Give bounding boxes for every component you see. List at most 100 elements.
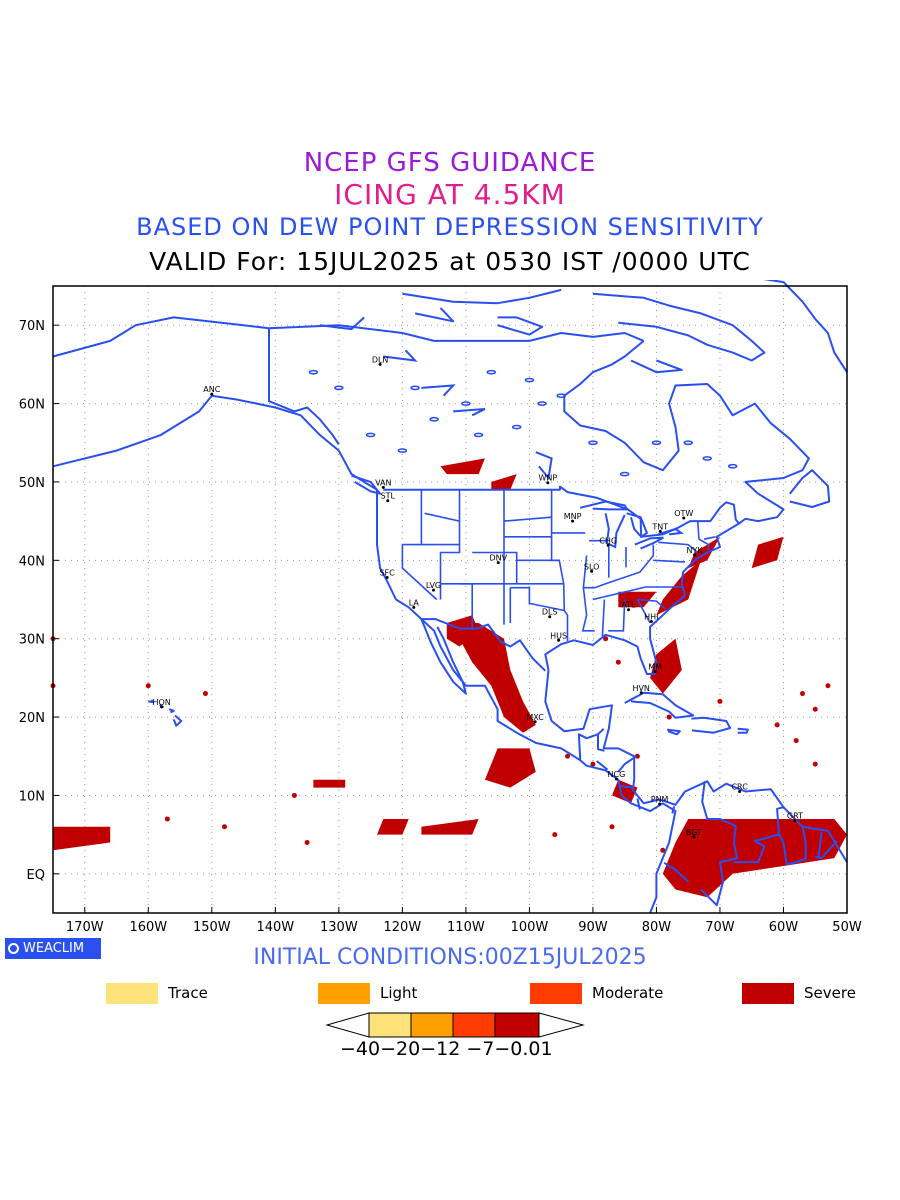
city-label: MXC (526, 713, 544, 722)
political-border (778, 826, 807, 866)
icing-cell (825, 683, 831, 689)
coastline (630, 359, 683, 374)
legend-item-moderate: Moderate (530, 982, 663, 1004)
coastline (592, 292, 766, 362)
icing-region (662, 819, 847, 898)
lon-tick-label: 50W (832, 920, 862, 935)
city-label: CHG (599, 536, 617, 545)
city-marker (649, 619, 653, 623)
legend-item-severe: Severe (742, 982, 856, 1004)
city-label: VAN (375, 478, 391, 487)
coastline (737, 727, 749, 734)
city-marker (738, 790, 742, 794)
city-marker (548, 615, 552, 619)
political-border (636, 798, 641, 810)
coastline (168, 708, 175, 714)
political-border (620, 785, 634, 789)
icing-region (313, 779, 346, 788)
icing-region (612, 779, 638, 804)
icing-cell (634, 753, 640, 759)
lake-outline (308, 369, 319, 375)
lon-tick-label: 120W (384, 920, 422, 935)
lake-outline (365, 432, 376, 438)
coastline (172, 714, 183, 727)
coastline (624, 691, 695, 719)
icing-cell (222, 824, 228, 830)
lake-outline (702, 456, 713, 461)
city-marker (533, 720, 537, 724)
lake-outline (683, 440, 693, 446)
icing-cell (145, 683, 151, 689)
icing-cell (565, 753, 571, 759)
icing-region (446, 615, 479, 647)
icing-region (440, 458, 485, 475)
logo-ring-icon (8, 943, 19, 954)
brand-text: WEACLIM (23, 941, 85, 956)
lake-outline (537, 401, 547, 406)
city-label: DNV (489, 554, 507, 563)
city-label: HON (152, 698, 170, 707)
city-label: DLN (372, 355, 389, 364)
colorbar-tick-labels: −40−20−12 −7−0.01 (340, 1038, 553, 1060)
state-border (703, 536, 716, 540)
city-label: OTW (674, 509, 693, 518)
coastline (52, 316, 645, 358)
icing-cell (793, 738, 799, 744)
icing-cell (202, 691, 208, 697)
lake-outline (524, 377, 535, 383)
state-border (653, 559, 686, 563)
city-marker (614, 777, 618, 781)
coastline (497, 316, 544, 336)
state-border (440, 582, 474, 629)
lat-tick-label: 70N (19, 319, 45, 334)
state-border (424, 512, 460, 522)
city-label: ANC (203, 385, 220, 394)
city-label: TNT (651, 522, 668, 531)
city-marker (653, 670, 657, 674)
lake-outline (511, 424, 522, 430)
icing-region (491, 474, 517, 490)
icing-cell (552, 832, 558, 838)
icing-cell (812, 706, 818, 712)
icing-cell (666, 714, 672, 720)
colorbar-cell-light (410, 1012, 454, 1038)
city-marker (385, 576, 389, 580)
political-border (671, 806, 676, 814)
lake-outline (410, 385, 420, 391)
icing-cell (291, 792, 297, 798)
icing-cell (774, 722, 780, 728)
lon-tick-label: 90W (578, 920, 608, 935)
city-marker (378, 362, 382, 366)
lake-outline (657, 527, 684, 536)
political-border (421, 618, 547, 672)
political-border (597, 734, 605, 752)
city-marker (658, 529, 662, 533)
political-border (577, 728, 605, 760)
lake-outline (727, 463, 738, 469)
political-border (596, 760, 609, 771)
state-border (401, 544, 438, 601)
icing-region (421, 819, 479, 835)
city-label: ATL (621, 601, 636, 610)
city-label: HVN (632, 684, 649, 693)
colorbar-cell-trace (368, 1012, 412, 1038)
state-border (601, 599, 606, 637)
title-model: NCEP GFS GUIDANCE (303, 148, 597, 178)
lon-tick-label: 60W (769, 920, 799, 935)
city-marker (793, 819, 797, 823)
colorbar (325, 1012, 585, 1038)
coastline (763, 280, 848, 373)
lake-outline (619, 471, 630, 477)
state-border (608, 599, 626, 632)
coastline (402, 288, 562, 305)
coastline (544, 669, 848, 863)
lake-outline (579, 500, 630, 511)
legend-swatch-severe (742, 982, 794, 1004)
city-marker (412, 605, 416, 609)
lake-outline (634, 536, 664, 550)
icing-map: ANC DLN VAN STL WNP MNP OTW TNT CHG NYK SFC DNV SLO L… (19, 280, 862, 935)
political-border (814, 840, 838, 860)
city-marker (496, 561, 500, 565)
city-label: PNM (651, 795, 669, 804)
lake-outline (535, 451, 553, 481)
